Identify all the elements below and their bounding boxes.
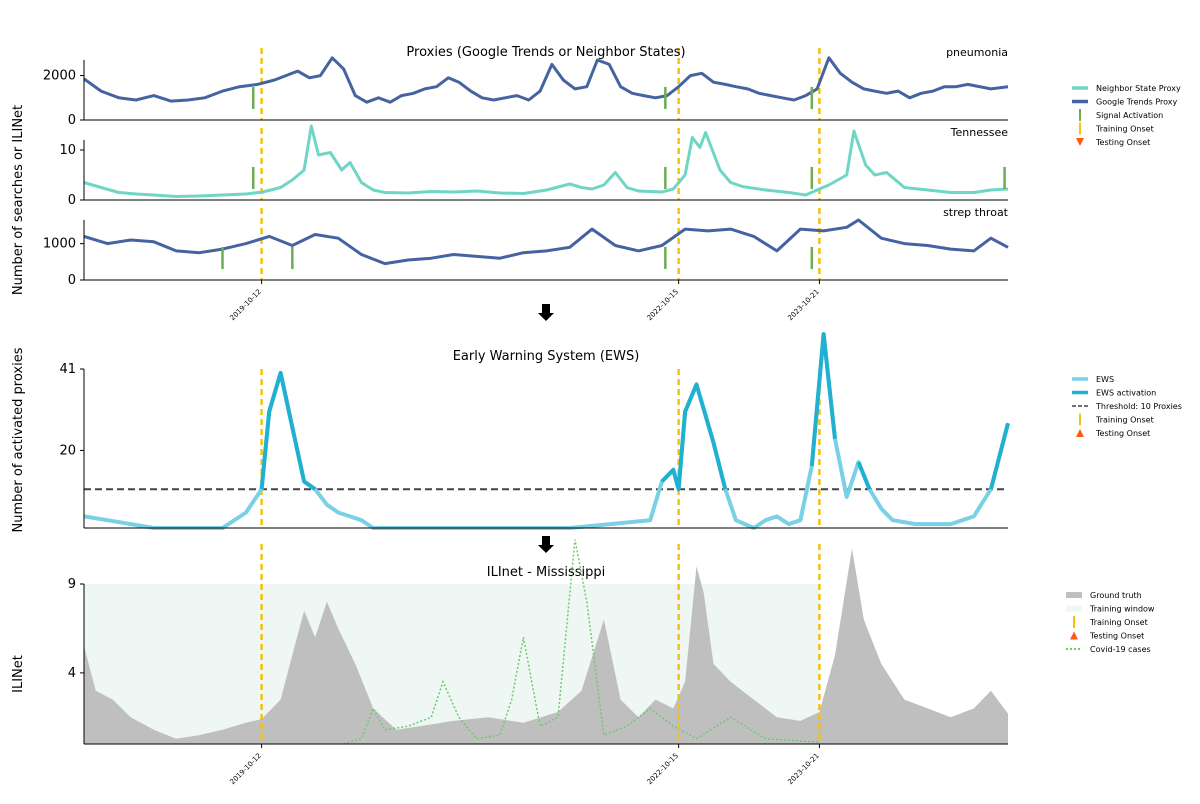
y-tick-label: 2000: [43, 69, 76, 84]
panel-label-strep-throat: strep throat: [943, 206, 1009, 219]
x-tick-label: 2022-10-15: [646, 288, 680, 322]
proxies-title: Proxies (Google Trends or Neighbor State…: [406, 45, 685, 60]
ews-title: Early Warning System (EWS): [453, 349, 640, 364]
x-tick-label: 2022-10-15: [646, 752, 680, 786]
legend-label: Training Onset: [1089, 618, 1148, 627]
legend-swatch: [1076, 138, 1084, 146]
proxy-series-line: [83, 56, 1009, 104]
y-tick-label: 1000: [43, 237, 76, 252]
legend-label: Testing Onset: [1095, 429, 1150, 438]
y-tick-label: 0: [68, 193, 76, 208]
legend-swatch: [1066, 605, 1082, 612]
legend-label: Training Onset: [1095, 416, 1154, 425]
proxy-series-line: [83, 218, 1009, 266]
legend-label: Testing Onset: [1089, 632, 1144, 641]
proxies-ylabel: Number of searches or ILINet: [11, 105, 26, 295]
y-tick-label: 0: [68, 113, 76, 128]
legend-label: Threshold: 10 Proxies: [1095, 402, 1182, 411]
ews-activation-line: [856, 461, 872, 490]
tennessee-panel: 0 10: [59, 124, 1009, 208]
legend-label: Signal Activation: [1096, 111, 1163, 120]
ilinet-panel: 4 9 2019-10-12 2022-10-15 2023-10-21: [68, 539, 1008, 786]
pneumonia-panel: 0 2000: [43, 48, 1009, 128]
y-tick-label: 4: [68, 666, 76, 681]
ground-truth-area: [84, 548, 1008, 744]
ilinet-ylabel: ILINet: [11, 655, 26, 693]
ews-activation-line: [259, 370, 317, 491]
covid-cases-line: [343, 539, 820, 745]
panel-label-tennessee: Tennessee: [950, 126, 1009, 139]
ews-activation-line: [988, 422, 1010, 490]
strep-throat-panel: 0 1000 2019-10-12 2022-10-15 2023-10-21: [43, 208, 1009, 322]
ews-activation-line: [809, 332, 837, 467]
legend-label: Neighbor State Proxy: [1096, 84, 1181, 93]
legend-label: EWS activation: [1096, 389, 1156, 398]
legend-label: Testing Onset: [1095, 138, 1150, 147]
panel-label-pneumonia: pneumonia: [946, 46, 1008, 59]
x-tick-label: 2023-10-21: [786, 288, 820, 322]
y-tick-label: 9: [68, 577, 76, 592]
legend-label: Training Onset: [1095, 125, 1154, 134]
proxy-series-line: [83, 124, 1009, 198]
y-tick-label: 10: [59, 143, 76, 158]
ews-activation-line: [660, 382, 728, 492]
ews-ylabel: Number of activated proxies: [11, 347, 26, 532]
legend-label: Google Trends Proxy: [1096, 98, 1178, 107]
ilinet-legend: Ground truth Training window Training Onse…: [1066, 591, 1155, 654]
y-tick-label: 41: [59, 362, 76, 377]
legend-label: Covid-19 cases: [1090, 645, 1151, 654]
legend-swatch: [1066, 592, 1082, 598]
ilinet-title: ILInet - Mississippi: [487, 565, 605, 580]
legend-label: Training window: [1089, 605, 1155, 614]
down-arrow-icon: [538, 536, 554, 553]
legend-label: EWS: [1096, 375, 1114, 384]
down-arrow-icon: [538, 304, 554, 321]
legend-swatch: [1070, 631, 1078, 640]
y-tick-label: 0: [68, 273, 76, 288]
y-tick-label: 20: [59, 443, 76, 458]
legend-swatch: [1076, 429, 1084, 437]
legend-label: Ground truth: [1090, 591, 1142, 600]
ews-legend: EWS EWS activation Threshold: 10 Proxies Tr…: [1072, 375, 1182, 438]
x-tick-label: 2023-10-21: [786, 752, 820, 786]
proxies-legend: Neighbor State Proxy Google Trends Proxy S…: [1072, 84, 1181, 147]
x-tick-label: 2019-10-12: [229, 288, 263, 322]
x-tick-label: 2019-10-12: [229, 752, 263, 786]
